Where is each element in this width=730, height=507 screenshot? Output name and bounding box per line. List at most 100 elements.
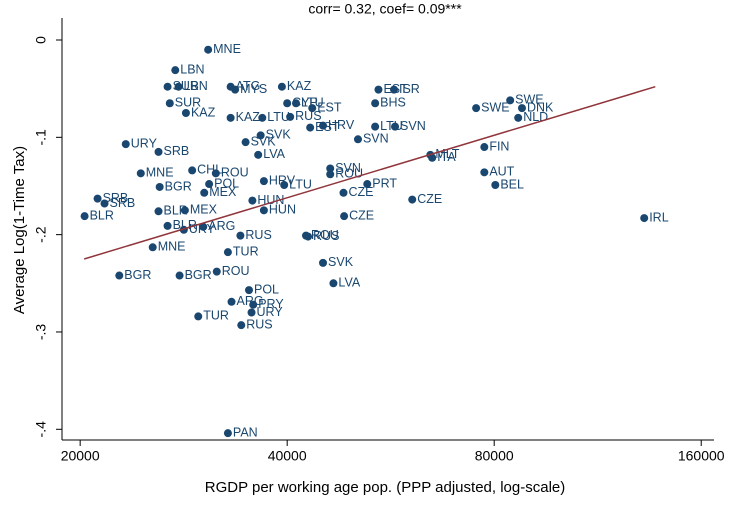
point [292, 99, 301, 108]
point-label: EST [317, 100, 342, 114]
point-label: IRL [649, 210, 669, 224]
point [277, 82, 286, 91]
point-label: MEX [190, 203, 218, 217]
y-tick-label: -.2 [33, 226, 49, 243]
point [286, 112, 295, 121]
point-label: ROU [221, 166, 249, 180]
point [319, 121, 328, 130]
point [121, 140, 130, 149]
point-label: TUR [233, 244, 259, 258]
point [154, 147, 163, 156]
point [339, 188, 348, 197]
point-label: BGR [165, 179, 192, 193]
point [80, 212, 89, 221]
point [491, 181, 500, 190]
point [306, 123, 315, 132]
x-tick-label: 80000 [475, 448, 514, 464]
point [248, 196, 257, 205]
point [194, 312, 203, 321]
point-label: PAN [233, 425, 258, 439]
point [212, 267, 221, 276]
point [93, 194, 102, 203]
point [390, 85, 399, 94]
point [640, 214, 649, 223]
point [136, 169, 145, 178]
point-label: SVN [335, 161, 361, 175]
point [237, 321, 246, 330]
point-label: RUS [246, 317, 272, 331]
point-label: SRB [110, 196, 136, 210]
point-label: ROU [311, 228, 339, 242]
point-label: LTU [267, 110, 290, 124]
point [319, 258, 328, 267]
point [329, 279, 338, 288]
point-label: CZE [348, 185, 373, 199]
point [165, 99, 174, 108]
y-axis-label: Average Log(1-Time Tax) [11, 146, 28, 314]
point [517, 104, 526, 113]
y-tick-label: -.1 [33, 129, 49, 146]
point [241, 138, 250, 147]
point-label: RUS [295, 109, 321, 123]
point-label: SRB [103, 191, 129, 205]
point-label: SWE [515, 93, 543, 107]
point-label: SVN [363, 132, 389, 146]
point [231, 85, 240, 94]
point [199, 222, 208, 231]
point-label: ARG [208, 219, 235, 233]
y-tick-label: 0 [33, 36, 49, 44]
point-label: POL [254, 282, 279, 296]
point-label: ROU [222, 264, 250, 278]
point-label: ATG [236, 79, 261, 93]
point [480, 168, 489, 177]
point-label: SVK [328, 255, 354, 269]
point [211, 169, 220, 178]
point [163, 82, 172, 91]
point-label: HUN [257, 193, 284, 207]
point-label: SRB [164, 144, 190, 158]
point-label: SVK [266, 128, 292, 142]
y-tick-label: -.3 [33, 324, 49, 341]
point [200, 188, 209, 197]
point [258, 113, 267, 122]
point [472, 104, 481, 113]
point-label: URY [131, 136, 158, 150]
point [259, 206, 268, 215]
point [181, 108, 190, 117]
point-label: TUR [203, 309, 229, 323]
point-label: LTU [289, 177, 312, 191]
x-tick-label: 20000 [61, 448, 100, 464]
point-label: POL [214, 176, 239, 190]
y-tick-label: -.4 [33, 421, 49, 438]
point-label: SVK [251, 134, 277, 148]
point-label: PRY [258, 297, 284, 311]
point-label: CZE [417, 192, 442, 206]
point [115, 271, 124, 280]
point [148, 243, 157, 252]
point [205, 180, 214, 189]
point-label: BLR [90, 208, 114, 222]
point-label: RUS [245, 228, 271, 242]
point [171, 66, 180, 75]
point-label: ITA [437, 150, 456, 164]
point [340, 212, 349, 221]
point-label: MEX [209, 185, 237, 199]
point [506, 96, 515, 105]
point [391, 122, 400, 131]
point [371, 122, 380, 131]
point-label: URY [257, 305, 284, 319]
point [363, 180, 372, 189]
point [256, 131, 265, 140]
point-label: KAZ [287, 79, 312, 93]
point [374, 85, 383, 94]
point [163, 221, 172, 230]
point-label: BLR [164, 204, 188, 218]
point-label: HUN [269, 203, 296, 217]
x-axis-label: RGDP per working age pop. (PPP adjusted,… [205, 479, 565, 496]
point-label: KAZ [236, 110, 261, 124]
point-label: MYS [240, 82, 267, 96]
x-tick-label: 40000 [268, 448, 307, 464]
point [236, 231, 245, 240]
point-label: BGR [124, 268, 151, 282]
point [301, 231, 310, 240]
